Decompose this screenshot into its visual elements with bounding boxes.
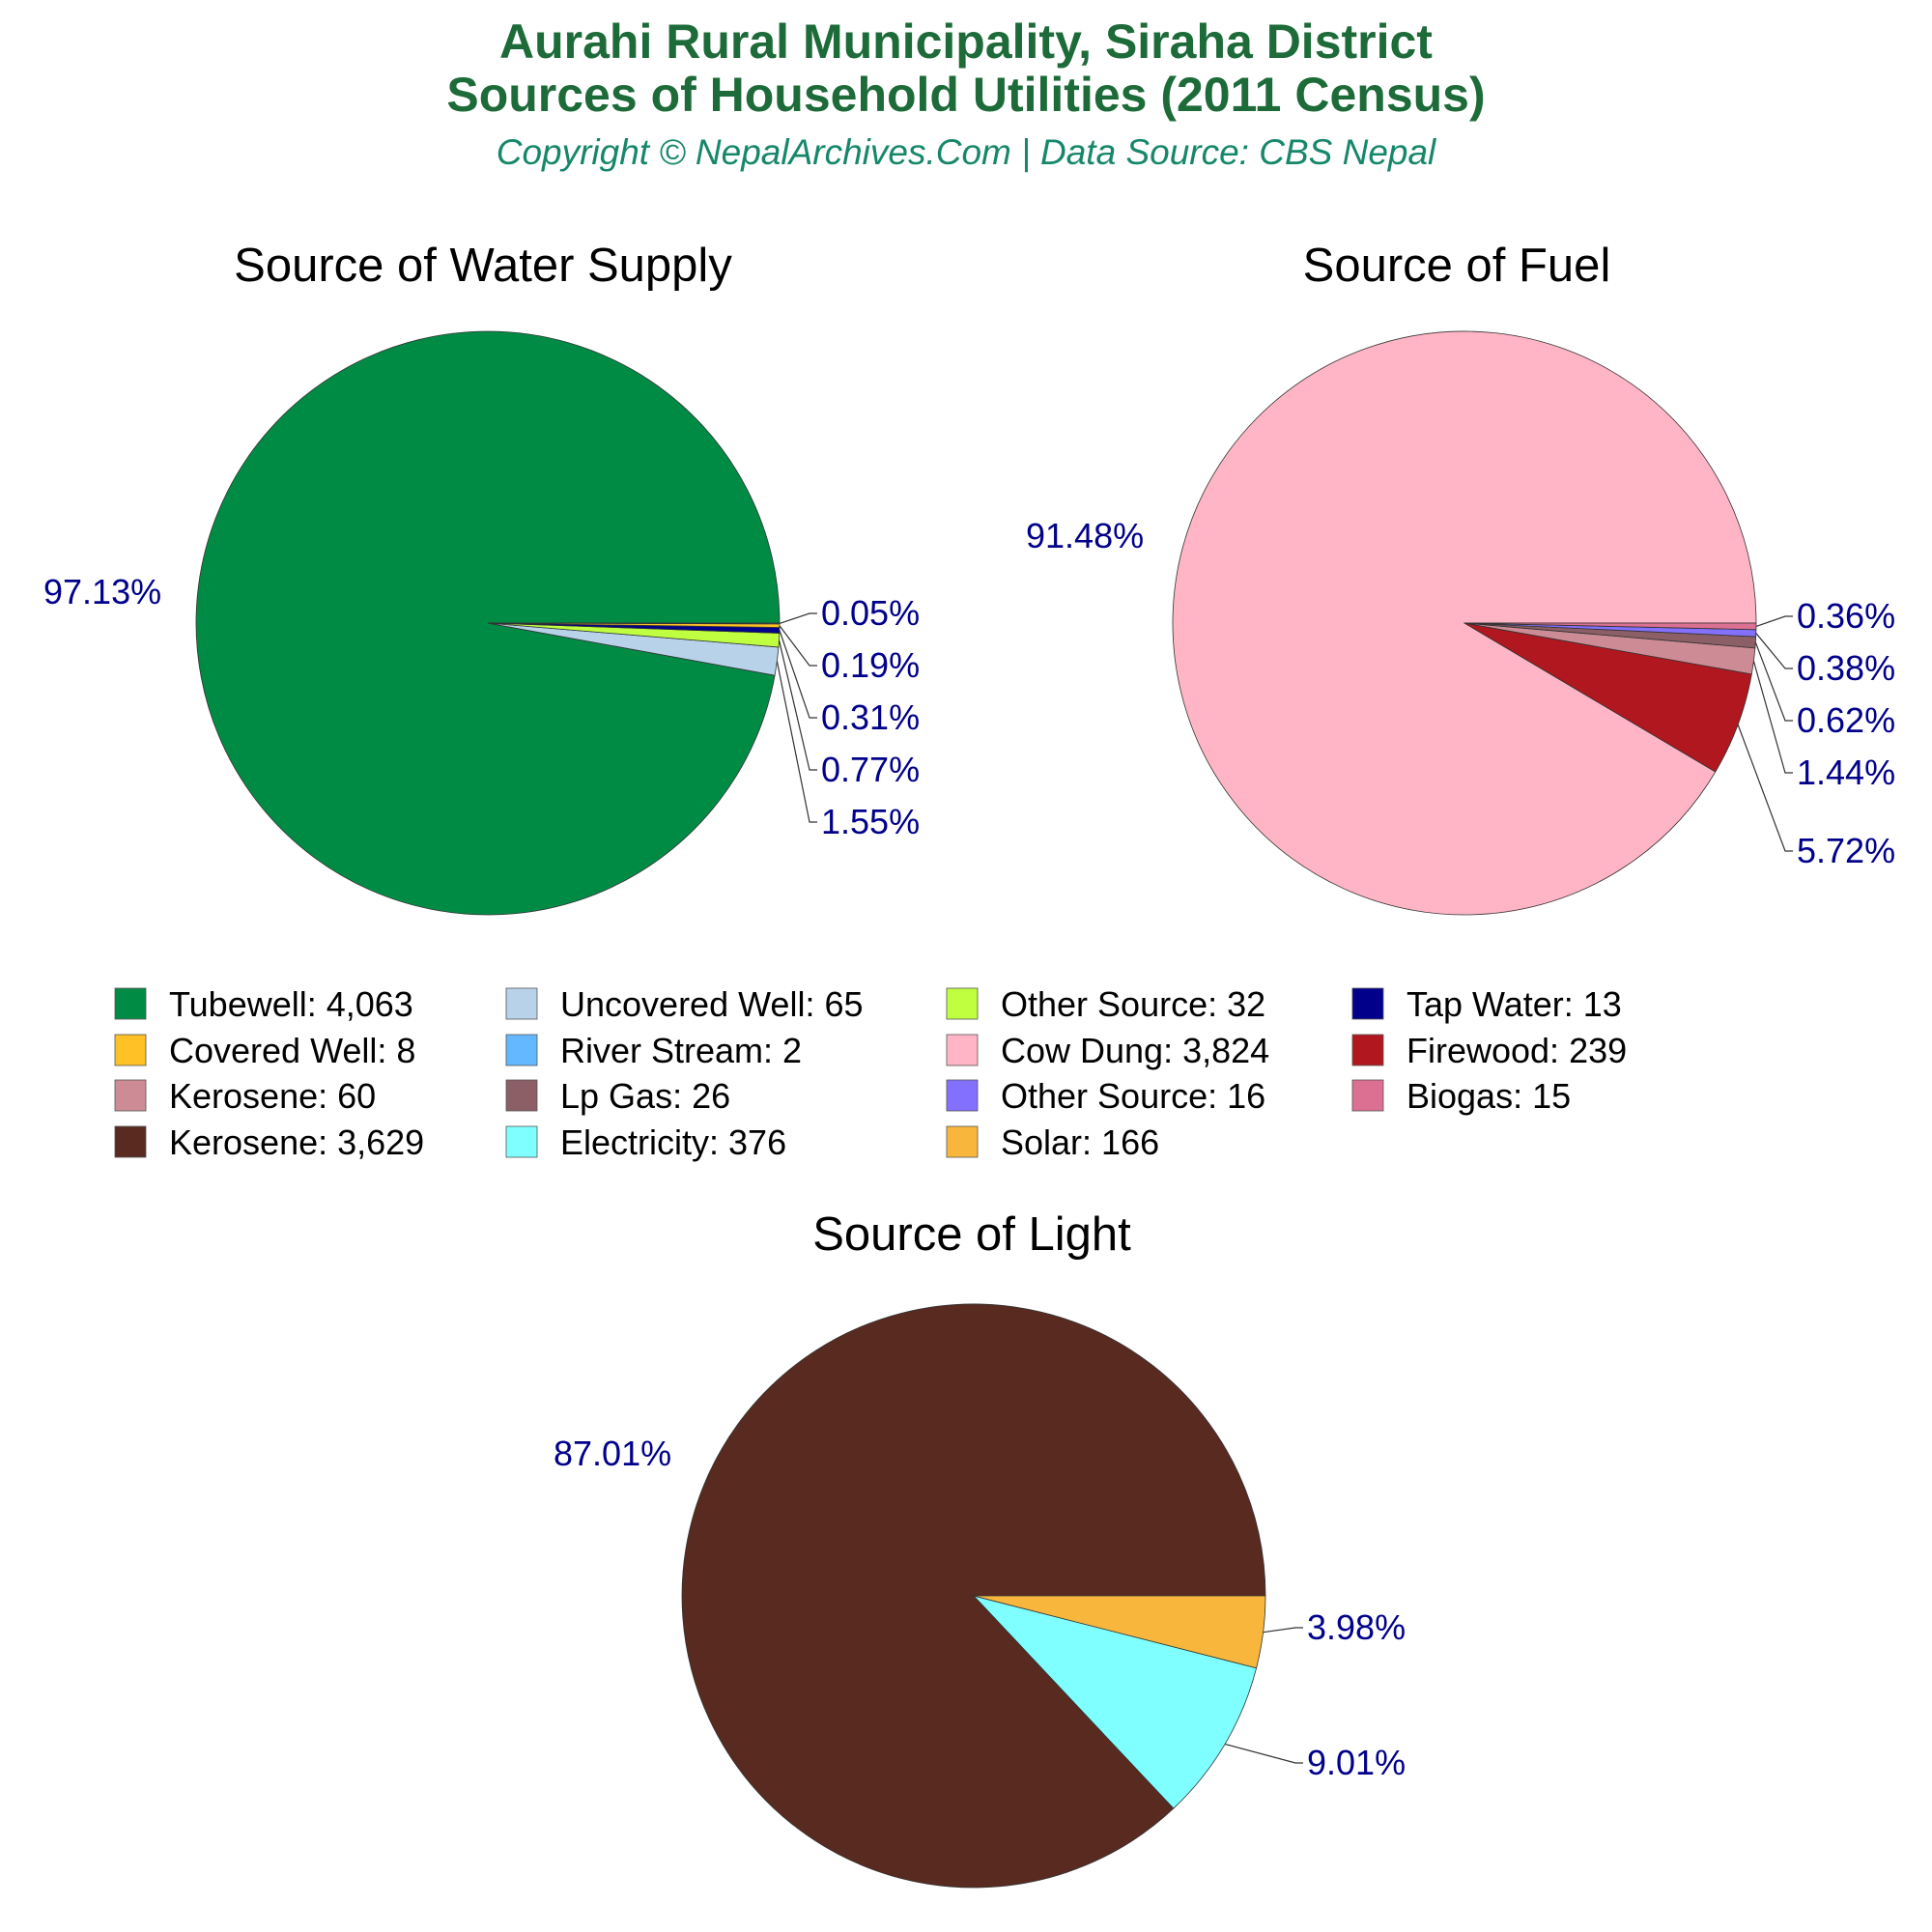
legend-label: Firewood: 239 bbox=[1406, 1031, 1627, 1070]
light-leader-solar bbox=[1263, 1627, 1303, 1634]
legend-item: River Stream: 2 bbox=[505, 1031, 802, 1070]
legend-item: Tap Water: 13 bbox=[1351, 984, 1622, 1024]
chart-title-line2: Sources of Household Utilities (2011 Cen… bbox=[446, 68, 1485, 122]
legend-swatch bbox=[505, 1034, 538, 1066]
fuel-leader-kerosene bbox=[1752, 661, 1793, 774]
legend-swatch bbox=[1351, 987, 1384, 1020]
legend-item: Other Source: 16 bbox=[946, 1076, 1265, 1116]
chart-subtitle: Copyright © NepalArchives.Com | Data Sou… bbox=[497, 132, 1437, 172]
legend-swatch bbox=[946, 1034, 979, 1066]
light-pie-title: Source of Light bbox=[812, 1208, 1131, 1261]
water-label-uncovered-well: 1.55% bbox=[821, 802, 920, 841]
legend-item: Electricity: 376 bbox=[505, 1122, 786, 1162]
light-label-solar: 3.98% bbox=[1307, 1607, 1406, 1647]
legend-swatch bbox=[505, 1125, 538, 1158]
legend-swatch bbox=[1351, 1079, 1384, 1112]
legend-item: Tubewell: 4,063 bbox=[114, 984, 413, 1024]
legend-swatch bbox=[946, 987, 979, 1020]
legend-label: Biogas: 15 bbox=[1406, 1076, 1571, 1116]
water-label-tubewell: 97.13% bbox=[43, 572, 161, 611]
legend-swatch bbox=[114, 1125, 147, 1158]
chart-title-line1: Aurahi Rural Municipality, Siraha Distri… bbox=[499, 14, 1433, 69]
legend-label: Other Source: 16 bbox=[1001, 1076, 1265, 1116]
fuel-label-firewood: 5.72% bbox=[1797, 831, 1895, 870]
legend-item: Solar: 166 bbox=[946, 1122, 1159, 1162]
light-leader-electricity bbox=[1224, 1743, 1303, 1764]
legend-item: Uncovered Well: 65 bbox=[505, 984, 864, 1024]
legend-swatch bbox=[505, 1079, 538, 1112]
light-label-kerosene: 87.01% bbox=[554, 1434, 671, 1473]
legend-label: Solar: 166 bbox=[1001, 1122, 1159, 1162]
light-label-electricity: 9.01% bbox=[1307, 1743, 1406, 1782]
legend-item: Other Source: 32 bbox=[946, 984, 1265, 1024]
water-label-tap-water: 0.31% bbox=[821, 697, 920, 737]
water-leader-river-stream bbox=[779, 612, 817, 625]
legend-label: Uncovered Well: 65 bbox=[560, 984, 864, 1024]
legend-label: River Stream: 2 bbox=[560, 1031, 802, 1070]
fuel-slice-biogas bbox=[1463, 622, 1757, 631]
legend-item: Kerosene: 60 bbox=[114, 1076, 376, 1116]
legend-label: Tubewell: 4,063 bbox=[169, 984, 413, 1024]
legend-label: Kerosene: 60 bbox=[169, 1076, 376, 1116]
legend-item: Kerosene: 3,629 bbox=[114, 1122, 424, 1162]
legend-label: Kerosene: 3,629 bbox=[169, 1122, 424, 1162]
fuel-label-lp-gas: 0.62% bbox=[1797, 700, 1895, 740]
legend-item: Lp Gas: 26 bbox=[505, 1076, 730, 1116]
water-leader-other-source bbox=[778, 639, 817, 771]
water-leader-tap-water bbox=[779, 630, 817, 719]
legend-label: Cow Dung: 3,824 bbox=[1001, 1031, 1269, 1070]
legend-swatch bbox=[114, 987, 147, 1020]
water-supply-pie: 97.13% 0.05% 0.19% 0.31% 0.77% 1.55% bbox=[43, 330, 920, 916]
fuel-leader-lp-gas bbox=[1754, 641, 1793, 722]
fuel-label-kerosene: 1.44% bbox=[1797, 753, 1895, 792]
legend-label: Other Source: 32 bbox=[1001, 984, 1265, 1024]
legend-label: Covered Well: 8 bbox=[169, 1031, 415, 1070]
legend-label: Lp Gas: 26 bbox=[560, 1076, 730, 1116]
fuel-pie-title: Source of Fuel bbox=[1303, 240, 1611, 292]
light-slice-kerosene bbox=[681, 1303, 1266, 1889]
legend-label: Electricity: 376 bbox=[560, 1122, 786, 1162]
water-label-covered-well: 0.19% bbox=[821, 645, 920, 685]
legend-item: Cow Dung: 3,824 bbox=[946, 1031, 1269, 1070]
legend-item: Firewood: 239 bbox=[1351, 1031, 1627, 1070]
light-pie: 87.01% 3.98% 9.01% bbox=[554, 1303, 1406, 1889]
fuel-leader-biogas bbox=[1755, 615, 1793, 627]
fuel-label-cow-dung: 91.48% bbox=[1026, 516, 1144, 555]
legend-swatch bbox=[505, 987, 538, 1020]
fuel-label-other-source: 0.38% bbox=[1797, 648, 1895, 688]
water-label-river-stream: 0.05% bbox=[821, 593, 920, 633]
water-leader-covered-well bbox=[779, 625, 817, 667]
legend-swatch bbox=[114, 1034, 147, 1066]
fuel-leader-other-source bbox=[1755, 633, 1793, 669]
water-pie-title: Source of Water Supply bbox=[234, 240, 732, 292]
legend: Tubewell: 4,063 Covered Well: 8 Kerosene: … bbox=[114, 984, 1627, 1162]
fuel-leader-firewood bbox=[1737, 724, 1793, 852]
water-leader-uncovered-well bbox=[776, 661, 817, 823]
legend-label: Tap Water: 13 bbox=[1406, 984, 1622, 1024]
legend-swatch bbox=[1351, 1034, 1384, 1066]
water-label-other-source: 0.77% bbox=[821, 750, 920, 789]
legend-swatch bbox=[114, 1079, 147, 1112]
legend-swatch bbox=[946, 1079, 979, 1112]
legend-item: Covered Well: 8 bbox=[114, 1031, 415, 1070]
fuel-label-biogas: 0.36% bbox=[1797, 596, 1895, 636]
legend-swatch bbox=[946, 1125, 979, 1158]
fuel-pie: 91.48% 0.36% 0.38% 0.62% 1.44% 5.72% bbox=[1026, 330, 1895, 916]
legend-item: Biogas: 15 bbox=[1351, 1076, 1571, 1116]
